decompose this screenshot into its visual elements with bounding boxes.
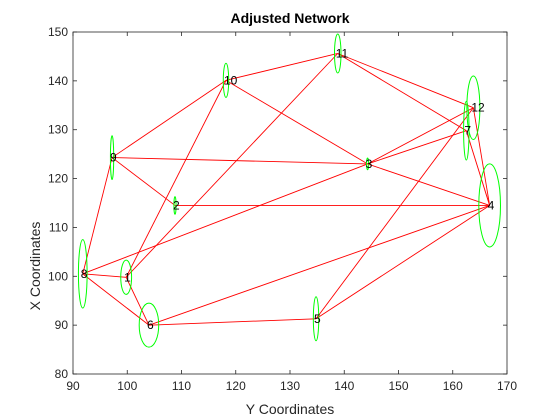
edge-1-6 [125, 277, 150, 326]
y-axis-title: X Coordinates [27, 222, 43, 311]
edge-12-3 [367, 107, 474, 165]
error-ellipse-6 [138, 302, 160, 348]
error-ellipse-1 [120, 259, 133, 295]
edge-6-5 [148, 318, 317, 326]
node-label-10: 10 [224, 73, 238, 87]
node-label-1: 1 [124, 270, 131, 284]
x-tick-label-170: 170 [497, 379, 517, 393]
error-ellipse-2 [173, 196, 177, 215]
node-label-5: 5 [314, 312, 321, 326]
edge-11-12 [337, 53, 474, 109]
edge-10-1 [125, 80, 227, 278]
y-tick-label-110: 110 [49, 220, 68, 234]
y-tick-label-130: 130 [48, 123, 68, 137]
x-tick-label-130: 130 [280, 379, 300, 393]
node-label-7: 7 [464, 124, 471, 138]
y-tick-label-120: 120 [48, 172, 68, 186]
edge-11-7 [337, 53, 467, 132]
edge-9-2 [111, 157, 176, 206]
edge-11-1 [125, 53, 339, 278]
error-ellipse-9 [109, 135, 115, 181]
axes-layer: 90 100 110 120 130 140 150 160 17080901001101201… [48, 25, 517, 393]
edge-8-1 [82, 273, 127, 278]
x-tick-label-110: 110 [172, 379, 191, 393]
error-ellipse-5 [312, 296, 320, 342]
edges-layer [82, 53, 491, 326]
node-label-9: 9 [110, 151, 117, 165]
x-tick-label-120: 120 [226, 379, 246, 393]
chart-title: Adjusted Network [230, 10, 349, 26]
edge-7-3 [367, 130, 467, 165]
edge-5-4 [315, 205, 490, 320]
node-label-2: 2 [173, 198, 180, 212]
error-ellipse-8 [77, 239, 88, 309]
edge-9-10 [111, 79, 227, 158]
edge-10-11 [225, 53, 338, 81]
y-tick-label-100: 100 [48, 269, 68, 283]
x-tick-label-160: 160 [443, 379, 463, 393]
edge-12-5 [315, 107, 474, 320]
edge-8-3 [82, 163, 368, 275]
y-tick-label-80: 80 [55, 367, 69, 381]
node-label-11: 11 [336, 46, 349, 60]
x-tick-label-100: 100 [117, 379, 137, 393]
error-ellipse-11 [333, 33, 342, 74]
edge-8-9 [82, 157, 113, 274]
edge-7-4 [465, 130, 491, 206]
edge-6-4 [148, 205, 490, 326]
node-label-3: 3 [366, 157, 373, 171]
edge-9-3 [112, 157, 368, 165]
edge-8-6 [82, 273, 150, 326]
edge-10-3 [225, 79, 368, 165]
error-ellipse-10 [222, 62, 230, 98]
node-label-8: 8 [81, 267, 88, 281]
error-ellipses-layer [77, 33, 501, 348]
y-tick-label-90: 90 [55, 318, 69, 332]
error-ellipse-4 [478, 163, 501, 248]
node-label-4: 4 [488, 198, 495, 212]
plot-frame [72, 31, 508, 375]
error-ellipse-12 [466, 75, 481, 140]
node-label-6: 6 [147, 318, 154, 332]
edge-12-4 [472, 107, 491, 206]
node-label-12: 12 [471, 101, 485, 115]
x-tick-label-140: 140 [334, 379, 354, 393]
y-tick-label-140: 140 [48, 74, 68, 88]
x-tick-label-150: 150 [388, 379, 408, 393]
edge-3-4 [367, 163, 490, 206]
y-tick-label-150: 150 [48, 25, 68, 39]
x-tick-label-90: 90 [66, 379, 80, 393]
x-axis-title: Y Coordinates [246, 401, 334, 417]
error-ellipse-3 [365, 157, 370, 171]
